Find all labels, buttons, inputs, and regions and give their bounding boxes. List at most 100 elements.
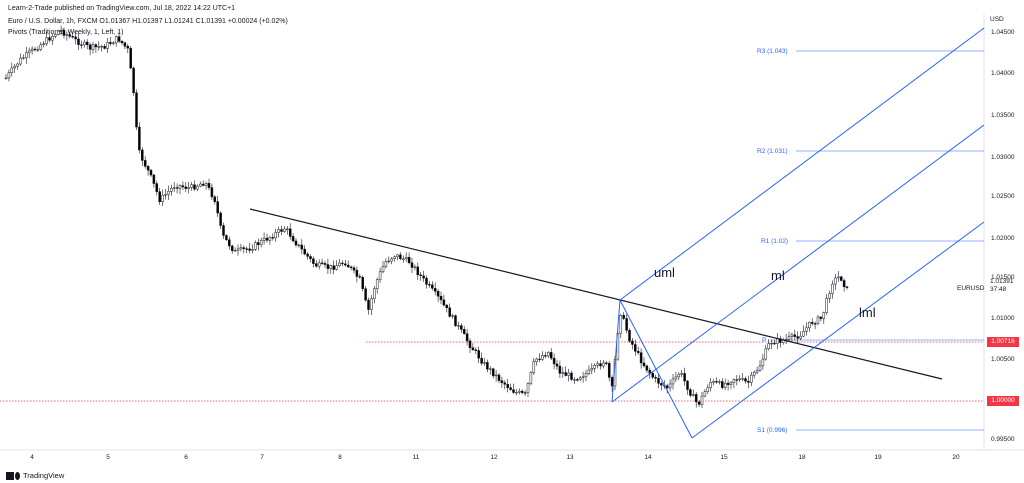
price-tick-label: 1.03500: [991, 112, 1015, 119]
time-tick-label: 8: [338, 454, 342, 461]
candle-up: [750, 374, 753, 383]
descending-trendline[interactable]: [249, 208, 943, 380]
candle-up: [204, 183, 208, 186]
publisher-line: Learn-2-Trade published on TradingView.c…: [8, 5, 236, 12]
candle-up: [402, 258, 405, 260]
andrews-pitchfork[interactable]: [611, 27, 985, 439]
candle-down: [399, 254, 402, 260]
candle-up: [393, 256, 396, 259]
price-tag-100000[interactable]: 1.00000: [987, 396, 1019, 406]
candle-up: [489, 368, 492, 370]
uml-label: uml: [654, 265, 675, 280]
time-axis[interactable]: 4 5 6 7 8 11 12 13 14 15 18 19 20: [30, 454, 960, 461]
candle-down: [248, 248, 251, 251]
candle-down: [303, 248, 306, 255]
candle-up: [233, 250, 237, 252]
candle-up: [755, 370, 759, 373]
time-tick-label: 13: [566, 454, 574, 461]
candle-up: [378, 271, 382, 280]
candle-up: [56, 30, 60, 35]
tradingview-logo[interactable]: TradingView: [6, 471, 64, 480]
candle-up: [36, 49, 40, 51]
candle-up: [27, 50, 31, 53]
candle-down: [320, 262, 324, 264]
pitchfork-upper-line: [619, 27, 985, 301]
candle-up: [494, 374, 498, 377]
candle-down: [416, 266, 420, 276]
candle-up: [602, 362, 605, 367]
candle-down: [460, 325, 463, 330]
candle-down: [628, 330, 631, 342]
symbol-info-line[interactable]: Euro / U.S. Dollar, 1h, FXCM O1.01367 H1…: [8, 18, 288, 25]
candle-down: [228, 239, 231, 247]
candle-up: [703, 391, 707, 397]
time-tick-label: 15: [720, 454, 728, 461]
candle-down: [599, 363, 602, 367]
candle-up: [573, 379, 576, 381]
candle-up: [329, 265, 333, 269]
candle-up: [561, 372, 565, 374]
candle-down: [796, 336, 799, 339]
candle-up: [616, 332, 620, 360]
last-price-block: 1.01391 37:48: [990, 278, 1014, 294]
candle-down: [225, 235, 228, 240]
candle-up: [593, 365, 596, 369]
candle-up: [413, 266, 417, 268]
candle-down: [468, 340, 472, 348]
candle-up: [692, 394, 695, 396]
candle-down: [367, 299, 370, 310]
candle-down: [306, 253, 309, 257]
candle-down: [410, 262, 414, 268]
candle-down: [654, 376, 657, 379]
candle-down: [810, 322, 814, 324]
candle-up: [718, 381, 721, 383]
indicator-legend[interactable]: Pivots (Traditional, Weekly, 1, Left, 1): [8, 29, 124, 36]
candle-up: [59, 29, 63, 32]
candle-up: [164, 194, 167, 196]
candle-up: [451, 315, 454, 317]
price-tag-100716[interactable]: 1.00716: [987, 337, 1019, 347]
candle-up: [761, 358, 765, 367]
tradingview-icon: [6, 471, 20, 480]
candle-down: [538, 358, 541, 361]
candle-down: [257, 242, 260, 245]
candle-down: [193, 184, 196, 190]
candle-down: [341, 262, 344, 265]
candle-up: [457, 325, 460, 327]
candle-up: [518, 390, 521, 393]
candle-up: [4, 77, 8, 79]
candle-down: [132, 67, 135, 93]
candle-down: [471, 347, 475, 351]
candle-down: [819, 316, 823, 319]
candle-down: [500, 380, 504, 383]
candle-down: [697, 401, 701, 405]
price-axis[interactable]: 1.04500 1.04000 1.03500 1.03000 1.02500 1.020…: [991, 29, 1015, 443]
candle-up: [404, 257, 408, 260]
candle-up: [787, 336, 791, 340]
symbol-name-label: EURUSD: [957, 285, 985, 292]
candle-down: [726, 382, 730, 385]
time-tick-label: 4: [30, 454, 34, 461]
candle-up: [30, 48, 34, 52]
candle-up: [338, 262, 341, 267]
candle-down: [155, 183, 159, 192]
candle-down: [552, 357, 556, 365]
candle-up: [335, 265, 338, 270]
candle-up: [831, 283, 834, 294]
candle-down: [126, 45, 130, 49]
candle-down: [349, 266, 353, 269]
candle-down: [309, 256, 312, 260]
candle-down: [694, 394, 698, 403]
candle-down: [280, 229, 283, 232]
candle-down: [175, 187, 179, 189]
candle-down: [576, 379, 579, 381]
candle-down: [245, 248, 248, 250]
candle-down: [222, 225, 225, 236]
candle-up: [161, 194, 164, 202]
candle-down: [744, 378, 747, 382]
candlestick-series[interactable]: [4, 25, 849, 409]
time-tick-label: 20: [952, 454, 960, 461]
candle-up: [723, 382, 727, 388]
pivot-s1-label: S1 (0.996): [757, 427, 787, 434]
